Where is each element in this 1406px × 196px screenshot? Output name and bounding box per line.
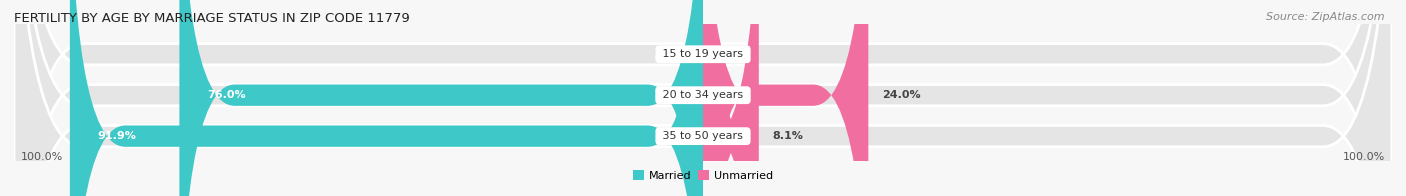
Text: 76.0%: 76.0% — [207, 90, 246, 100]
Text: 0.0%: 0.0% — [654, 49, 682, 59]
Text: 0.0%: 0.0% — [724, 49, 752, 59]
Text: 91.9%: 91.9% — [97, 131, 136, 141]
Text: 20 to 34 years: 20 to 34 years — [659, 90, 747, 100]
Text: 35 to 50 years: 35 to 50 years — [659, 131, 747, 141]
Text: 24.0%: 24.0% — [882, 90, 921, 100]
FancyBboxPatch shape — [14, 0, 1392, 196]
FancyBboxPatch shape — [14, 0, 1392, 196]
FancyBboxPatch shape — [180, 0, 703, 196]
Text: 8.1%: 8.1% — [772, 131, 803, 141]
Text: Source: ZipAtlas.com: Source: ZipAtlas.com — [1267, 12, 1385, 22]
Text: FERTILITY BY AGE BY MARRIAGE STATUS IN ZIP CODE 11779: FERTILITY BY AGE BY MARRIAGE STATUS IN Z… — [14, 12, 409, 25]
Text: 15 to 19 years: 15 to 19 years — [659, 49, 747, 59]
Text: 100.0%: 100.0% — [21, 152, 63, 162]
Legend: Married, Unmarried: Married, Unmarried — [628, 166, 778, 185]
FancyBboxPatch shape — [703, 0, 869, 196]
FancyBboxPatch shape — [14, 0, 1392, 196]
FancyBboxPatch shape — [70, 0, 703, 196]
Text: 100.0%: 100.0% — [1343, 152, 1385, 162]
FancyBboxPatch shape — [703, 0, 759, 196]
